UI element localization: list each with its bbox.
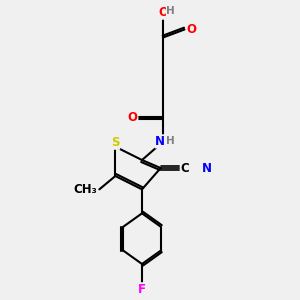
Text: H: H [167,6,175,16]
Text: S: S [111,136,120,149]
Text: O: O [158,6,168,19]
Text: N: N [155,135,165,148]
Text: H: H [167,136,175,146]
Text: N: N [202,161,212,175]
Text: O: O [128,111,138,124]
Text: F: F [138,283,146,296]
Text: O: O [186,23,196,36]
Text: CH₃: CH₃ [73,183,97,196]
Text: C: C [180,161,189,175]
